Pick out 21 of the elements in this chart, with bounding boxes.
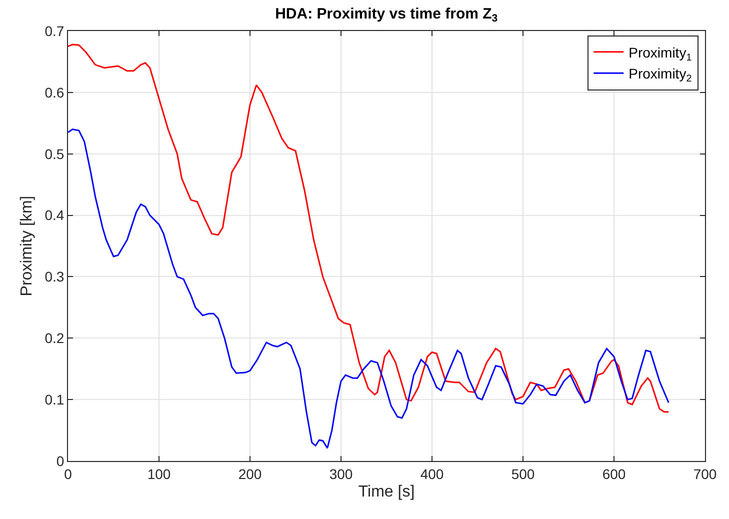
y-axis-title: Proximity [km] — [18, 196, 36, 296]
y-tick-label: 0.3 — [44, 268, 64, 285]
y-tick-label: 0.4 — [44, 207, 64, 224]
x-tick-label: 200 — [238, 466, 262, 482]
x-tick-label: 500 — [511, 466, 535, 482]
y-tick-label: 0.6 — [44, 84, 64, 100]
x-tick-label: 300 — [329, 466, 353, 482]
y-tick-label: 0.1 — [44, 391, 64, 408]
x-tick-label: 700 — [693, 466, 717, 482]
y-tick-label: 0.5 — [44, 146, 64, 162]
x-tick-label: 600 — [602, 466, 626, 482]
chart-title: HDA: Proximity vs time from Z$_{3}$ — [275, 5, 498, 24]
legend-label: Proximity$_{2}$ — [628, 66, 692, 84]
y-tick-label: 0.7 — [44, 22, 64, 39]
x-tick-label: 400 — [420, 466, 444, 482]
legend-label: Proximity$_{1}$ — [628, 44, 692, 64]
y-tick-label: 0 — [56, 452, 64, 469]
x-tick-label: 100 — [147, 466, 171, 482]
line-series — [68, 128, 670, 449]
y-tick-label: 0.2 — [44, 330, 64, 346]
x-axis-title: Time [s] — [358, 484, 415, 500]
